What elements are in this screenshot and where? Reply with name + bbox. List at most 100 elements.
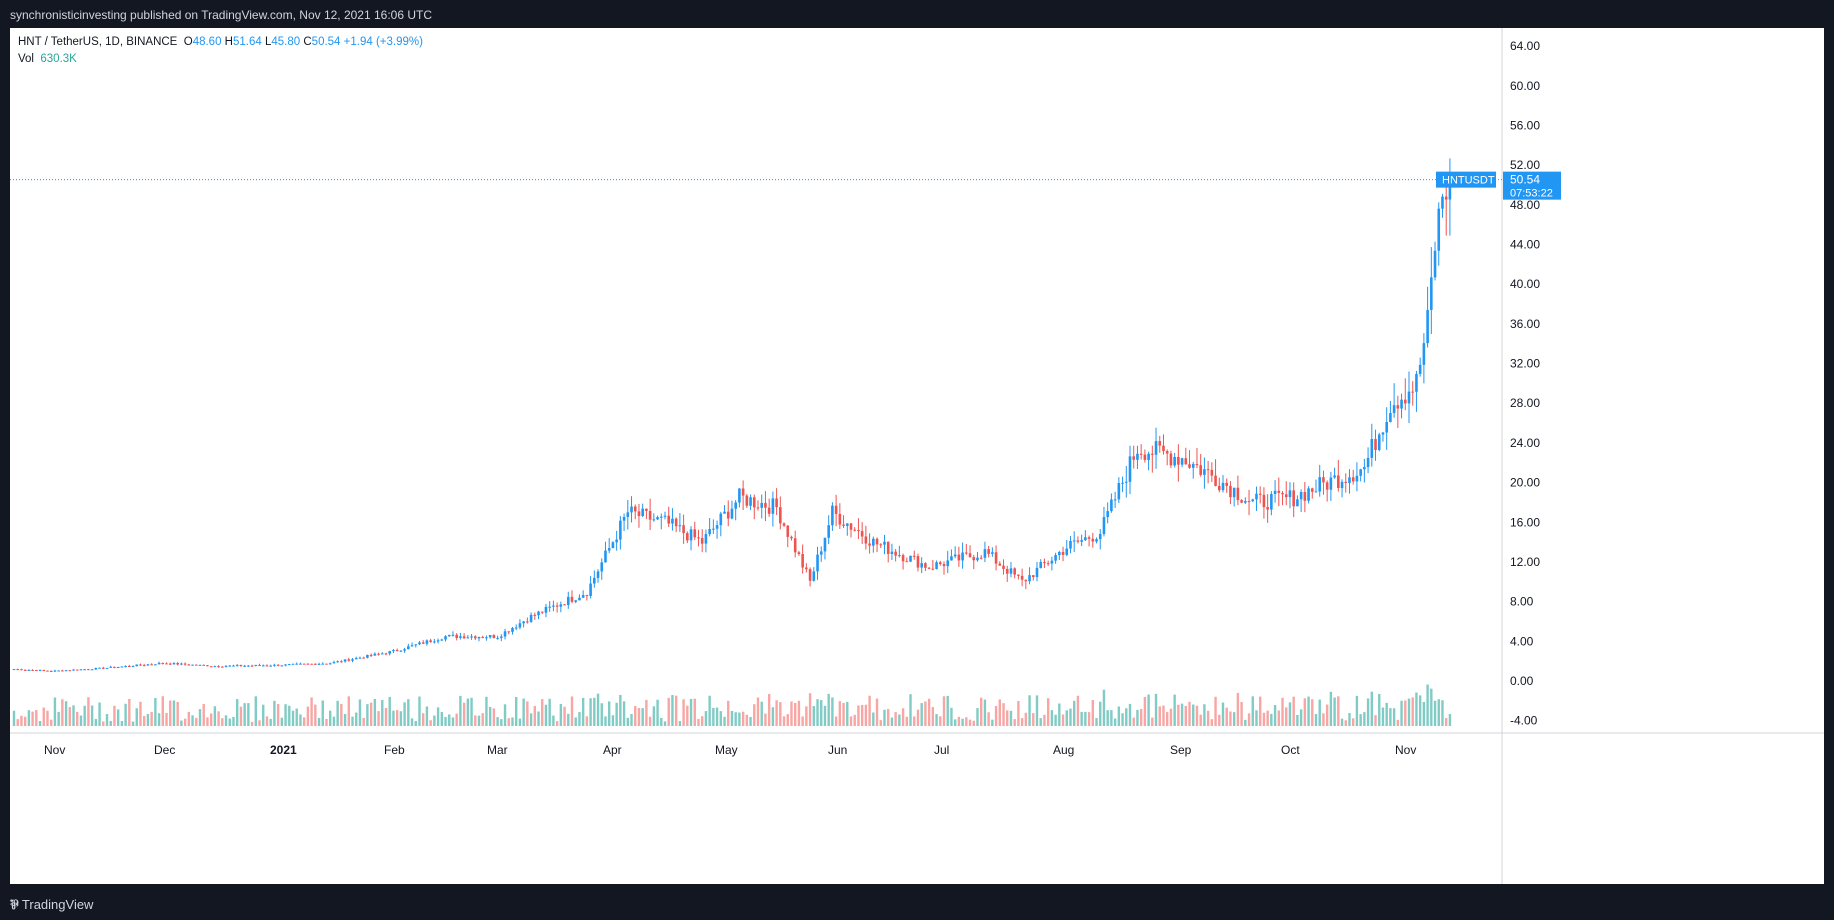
open-key: O xyxy=(183,36,193,48)
candle-body xyxy=(738,488,741,503)
candle-body xyxy=(1188,464,1191,468)
volume-bar xyxy=(578,712,581,726)
volume-bar xyxy=(1255,710,1258,726)
volume-bar xyxy=(927,698,931,726)
volume-bar xyxy=(849,716,853,726)
volume-bar xyxy=(537,711,540,726)
candle-body xyxy=(101,667,105,669)
candle-body xyxy=(150,664,153,666)
volume-bar xyxy=(462,702,466,726)
candle-body xyxy=(79,669,83,671)
volume-bar xyxy=(228,718,231,726)
volume-bar xyxy=(1273,705,1277,726)
tradingview-logo[interactable]: ⅌ TradingView xyxy=(10,895,93,913)
chart-canvas[interactable]: 64.00 60.00 56.00 52.00 48.00 44.00 40.00 36.00… xyxy=(10,28,1824,884)
volume-key[interactable]: Vol xyxy=(18,53,34,65)
ohlc-row: HNT / TetherUS, 1D, BINANCE O48.60 H51.6… xyxy=(18,34,423,51)
volume-bar xyxy=(898,714,901,726)
volume-bar xyxy=(448,714,451,726)
candle-body xyxy=(1005,568,1009,574)
ticker-tag[interactable] xyxy=(1436,171,1496,188)
volume-bar xyxy=(686,705,689,726)
candle-body xyxy=(838,513,842,525)
candle-body xyxy=(834,505,838,514)
volume-bar xyxy=(719,711,722,726)
volume-bar xyxy=(1020,718,1024,726)
volume-bar xyxy=(1229,711,1232,726)
volume-bar xyxy=(392,710,395,726)
volume-bar xyxy=(998,699,1001,726)
chart-frame[interactable]: 64.00 60.00 56.00 52.00 48.00 44.00 40.00 36.00… xyxy=(10,28,1824,884)
candle-body xyxy=(87,669,90,671)
candle-body xyxy=(1396,405,1400,409)
volume-bar xyxy=(206,717,209,726)
symbol-label[interactable]: HNT / TetherUS, 1D, BINANCE xyxy=(18,36,178,48)
candle-body xyxy=(1024,579,1028,582)
volume-bar xyxy=(128,698,131,726)
x-tick-label: Mar xyxy=(487,743,508,757)
candle-body xyxy=(823,537,827,552)
volume-bar xyxy=(1270,713,1273,726)
volume-bar xyxy=(1058,703,1061,726)
candle-body xyxy=(496,637,499,639)
volume-bar xyxy=(180,720,183,726)
candle-body xyxy=(1191,463,1195,468)
candle-body xyxy=(139,664,142,666)
candle-body xyxy=(849,523,853,530)
volume-bar xyxy=(953,719,957,726)
volume-bar xyxy=(689,698,693,726)
candle-body xyxy=(314,663,317,665)
volume-bar xyxy=(50,719,53,726)
volume-bar xyxy=(559,703,563,726)
candle-body xyxy=(418,642,421,645)
y-tick-label: 12.00 xyxy=(1510,555,1540,569)
volume-bar xyxy=(663,721,667,726)
volume-bar xyxy=(425,706,429,726)
candle-body xyxy=(1136,453,1139,460)
volume-bar xyxy=(704,711,708,726)
candle-body xyxy=(950,556,953,561)
volume-bar xyxy=(708,695,711,726)
volume-bar xyxy=(712,707,715,726)
volume-bar xyxy=(254,696,257,726)
candle-body xyxy=(574,600,578,602)
candle-body xyxy=(477,637,481,639)
price-tag[interactable] xyxy=(1503,171,1561,200)
volume-bar xyxy=(202,703,205,726)
volume-bar xyxy=(176,702,179,726)
candle-body xyxy=(1098,534,1102,540)
volume-bar xyxy=(1195,705,1199,726)
candle-body xyxy=(16,669,20,671)
candle-body xyxy=(953,554,957,557)
volume-bar xyxy=(362,717,365,726)
candle-body xyxy=(1355,475,1359,482)
volume-bar xyxy=(749,717,752,726)
candle-body xyxy=(373,653,377,656)
x-tick-label: 2021 xyxy=(270,743,297,757)
candle-body xyxy=(1351,477,1355,482)
volume-bar xyxy=(518,718,522,726)
volume-bar xyxy=(1378,693,1381,726)
candle-body xyxy=(1244,501,1247,503)
candle-body xyxy=(124,665,127,667)
volume-bar xyxy=(630,713,633,726)
candle-body xyxy=(905,561,909,563)
volume-bar xyxy=(790,701,793,726)
volume-bar xyxy=(842,702,845,726)
candle-body xyxy=(898,555,901,557)
volume-bar xyxy=(1311,699,1314,726)
candle-body xyxy=(689,529,693,541)
candle-body xyxy=(120,666,124,668)
volume-bar xyxy=(57,711,60,726)
volume-bar xyxy=(916,709,920,726)
candle-body xyxy=(578,597,581,601)
volume-bar xyxy=(243,703,246,726)
volume-bar xyxy=(1054,714,1057,726)
volume-bar xyxy=(496,717,499,726)
volume-bar xyxy=(812,706,815,726)
chart-legend: HNT / TetherUS, 1D, BINANCE O48.60 H51.6… xyxy=(18,34,423,68)
candle-body xyxy=(1307,488,1310,501)
candle-body xyxy=(942,564,946,567)
candle-body xyxy=(1128,456,1132,482)
candle-body xyxy=(358,657,362,659)
